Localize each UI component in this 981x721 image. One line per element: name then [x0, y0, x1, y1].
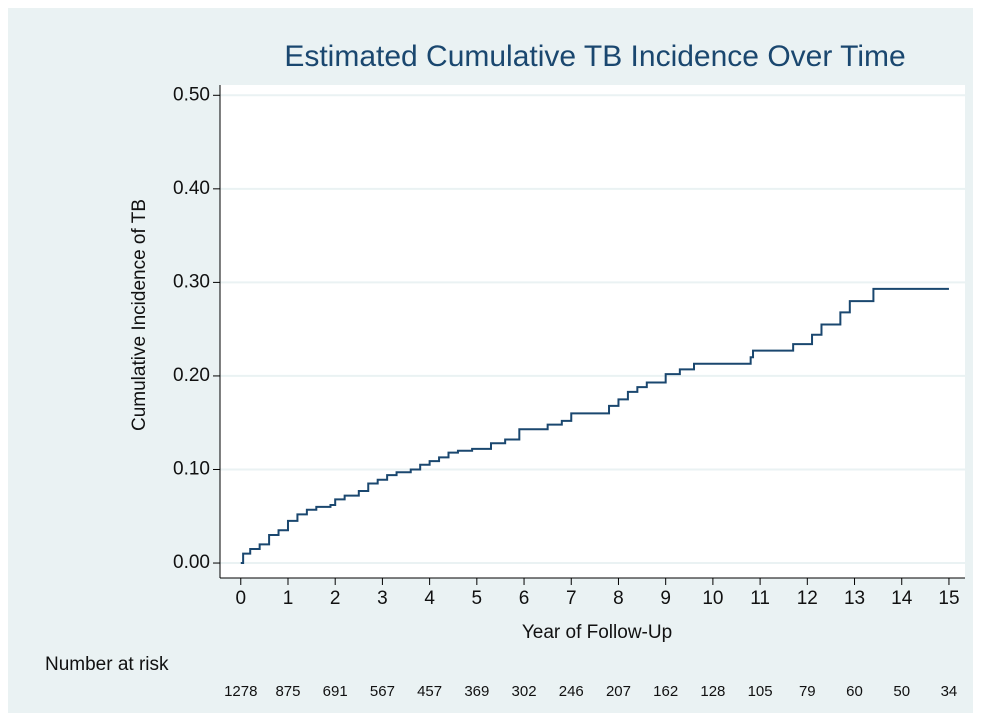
x-tick-label: 1 — [283, 588, 294, 609]
x-tick-label: 9 — [660, 588, 671, 609]
risk-count: 1278 — [224, 683, 257, 700]
risk-count: 691 — [323, 683, 348, 700]
risk-count: 79 — [799, 683, 816, 700]
risk-count: 369 — [464, 683, 489, 700]
risk-count: 34 — [941, 683, 958, 700]
y-tick-label: 0.10 — [173, 458, 210, 479]
x-tick-label: 12 — [797, 588, 818, 609]
risk-count: 246 — [559, 683, 584, 700]
risk-count: 128 — [700, 683, 725, 700]
y-tick-label: 0.30 — [173, 271, 210, 292]
y-tick-label: 0.50 — [173, 84, 210, 105]
x-tick-label: 6 — [519, 588, 530, 609]
x-tick-label: 8 — [613, 588, 624, 609]
y-tick-label: 0.00 — [173, 552, 210, 573]
x-tick-label: 7 — [566, 588, 577, 609]
y-tick-label: 0.40 — [173, 178, 210, 199]
risk-count: 50 — [893, 683, 910, 700]
risk-count: 457 — [417, 683, 442, 700]
x-tick-label: 5 — [472, 588, 483, 609]
x-tick-label: 3 — [377, 588, 388, 609]
x-tick-label: 11 — [750, 588, 770, 609]
chart-title: Estimated Cumulative TB Incidence Over T… — [284, 40, 905, 73]
risk-count: 162 — [653, 683, 678, 700]
risk-count: 567 — [370, 683, 395, 700]
x-tick-label: 4 — [424, 588, 435, 609]
x-tick-label: 10 — [702, 588, 723, 609]
x-tick-label: 0 — [235, 588, 246, 609]
risk-count: 60 — [846, 683, 863, 700]
y-axis-label: Cumulative Incidence of TB — [129, 199, 150, 431]
x-tick-label: 13 — [844, 588, 865, 609]
risk-count: 207 — [606, 683, 631, 700]
x-tick-label: 14 — [891, 588, 913, 609]
y-tick-label: 0.20 — [173, 365, 210, 386]
x-tick-label: 15 — [938, 588, 959, 609]
x-tick-label: 2 — [330, 588, 341, 609]
risk-table-label: Number at risk — [45, 654, 169, 675]
incidence-line — [240, 287, 949, 565]
x-axis-label: Year of Follow-Up — [522, 622, 672, 643]
risk-count: 302 — [512, 683, 537, 700]
risk-count: 105 — [748, 683, 773, 700]
risk-count: 875 — [275, 683, 300, 700]
